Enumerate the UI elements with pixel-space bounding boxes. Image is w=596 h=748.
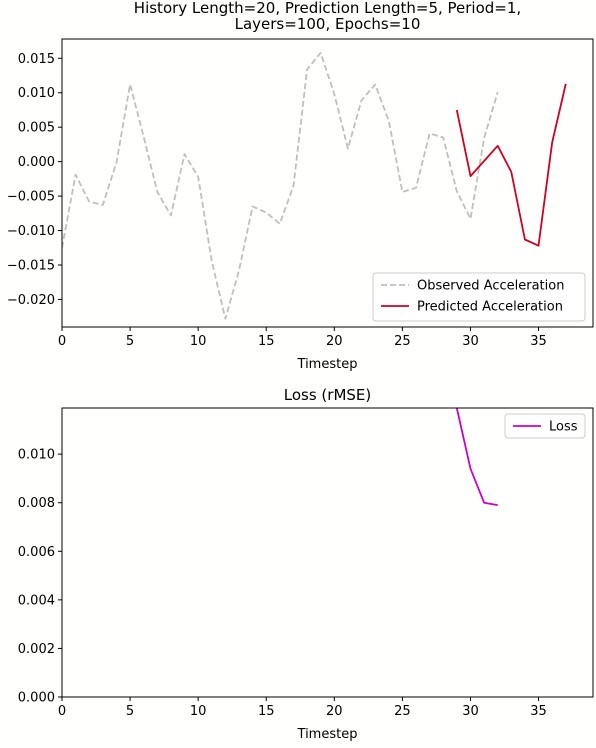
x-tick-label: 15 — [258, 334, 275, 349]
series-group — [62, 51, 567, 320]
x-tick-label: 5 — [126, 704, 134, 719]
y-tick-label: 0.015 — [18, 52, 55, 67]
y-tick-label: 0.000 — [18, 155, 55, 170]
legend-box — [372, 272, 586, 322]
y-tick-label: 0.008 — [18, 496, 55, 511]
x-axis-label: Timestep — [297, 727, 358, 742]
legend-label: Loss — [549, 420, 578, 435]
series-line-0 — [62, 51, 499, 320]
x-tick-label: 35 — [530, 334, 547, 349]
y-tick-label: 0.000 — [18, 691, 55, 706]
y-tick-label: 0.006 — [18, 545, 55, 560]
x-tick-label: 0 — [58, 704, 66, 719]
series-line-0 — [455, 408, 498, 506]
x-tick-label: 25 — [394, 334, 411, 349]
series-group — [455, 408, 498, 506]
plot-frame — [61, 38, 594, 328]
legend-label: Observed Acceleration — [417, 279, 564, 294]
legend-label: Predicted Acceleration — [417, 300, 563, 315]
y-tick-label: 0.010 — [18, 448, 55, 463]
x-tick-label: 30 — [462, 704, 479, 719]
series-line-1 — [455, 83, 567, 247]
x-tick-label: 20 — [326, 334, 343, 349]
acceleration-chart: History Length=20, Prediction Length=5, … — [7, 0, 594, 372]
x-axis-label: Timestep — [297, 357, 358, 372]
y-tick-label: 0.002 — [18, 642, 55, 657]
x-tick-label: 25 — [394, 704, 411, 719]
y-tick-label: −0.015 — [7, 258, 55, 273]
x-tick-label: 5 — [126, 334, 134, 349]
y-tick-label: −0.010 — [7, 224, 55, 239]
chart-title: Loss (rMSE) — [284, 386, 371, 404]
x-tick-label: 0 — [58, 334, 66, 349]
x-tick-label: 10 — [190, 704, 207, 719]
legend-box — [504, 413, 586, 439]
y-tick-label: −0.005 — [7, 190, 55, 205]
plot-frame — [61, 407, 594, 698]
x-tick-label: 30 — [462, 334, 479, 349]
x-tick-label: 20 — [326, 704, 343, 719]
y-tick-label: −0.020 — [7, 293, 55, 308]
y-tick-label: 0.010 — [18, 86, 55, 101]
loss-chart: Loss (rMSE) 0 5 10 15 20 25 30 35 0.000 0.002 0.004… — [18, 386, 594, 742]
y-tick-label: 0.005 — [18, 121, 55, 136]
y-tick-label: 0.004 — [18, 593, 55, 608]
chart-title: Layers=100, Epochs=10 — [235, 15, 421, 33]
x-tick-label: 15 — [258, 704, 275, 719]
x-tick-label: 35 — [530, 704, 547, 719]
chart-title: History Length=20, Prediction Length=5, … — [134, 0, 521, 17]
plot-area — [62, 408, 593, 697]
x-tick-label: 10 — [190, 334, 207, 349]
